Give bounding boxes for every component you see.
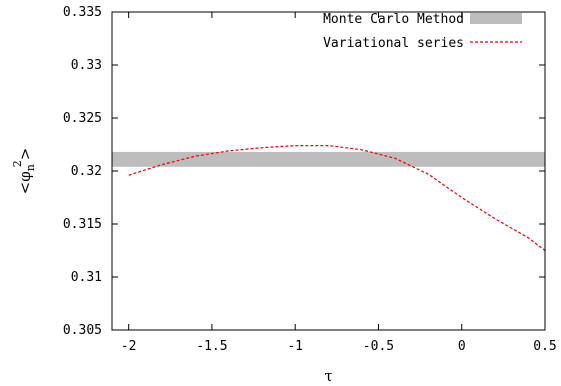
- plot-frame: [111, 11, 546, 331]
- y-tick-label: 0.335: [63, 5, 102, 20]
- x-tick-label: -1: [287, 339, 303, 354]
- y-tick-label: 0.33: [71, 58, 102, 73]
- y-tick-label: 0.32: [71, 164, 102, 179]
- variational-series-line: [128, 145, 546, 251]
- y-axis-label-base: <φ: [16, 171, 34, 194]
- legend: Monte Carlo Method Variational series: [323, 12, 522, 51]
- y-axis-label: <φn2>: [11, 148, 37, 195]
- x-tick-label: -2: [121, 339, 137, 354]
- legend-label-variational: Variational series: [323, 36, 464, 51]
- monte-carlo-band: [112, 151, 545, 167]
- y-tick-label: 0.315: [63, 217, 102, 232]
- variational-series-layer: [128, 145, 546, 251]
- ticks: 0.305 0.31 0.315 0.32 0.325 0.33 0.335 -2 -1.5 -1…: [63, 5, 557, 354]
- y-axis-label-sub: n: [24, 164, 37, 171]
- x-tick-label: 0.5: [533, 339, 556, 354]
- legend-swatch-monte-carlo: [470, 13, 522, 24]
- y-tick-label: 0.325: [63, 111, 102, 126]
- x-tick-label: 0: [458, 339, 466, 354]
- y-axis-label-close: >: [16, 148, 34, 161]
- x-tick-label: -0.5: [363, 339, 394, 354]
- y-tick-label: 0.305: [63, 323, 102, 338]
- y-tick-label: 0.31: [71, 270, 102, 285]
- y-axis-label-sup: 2: [11, 160, 24, 167]
- legend-label-monte-carlo: Monte Carlo Method: [323, 12, 464, 27]
- x-tick-label: -1.5: [196, 339, 227, 354]
- monte-carlo-band-layer: [112, 151, 545, 167]
- x-axis-label: τ: [324, 367, 332, 385]
